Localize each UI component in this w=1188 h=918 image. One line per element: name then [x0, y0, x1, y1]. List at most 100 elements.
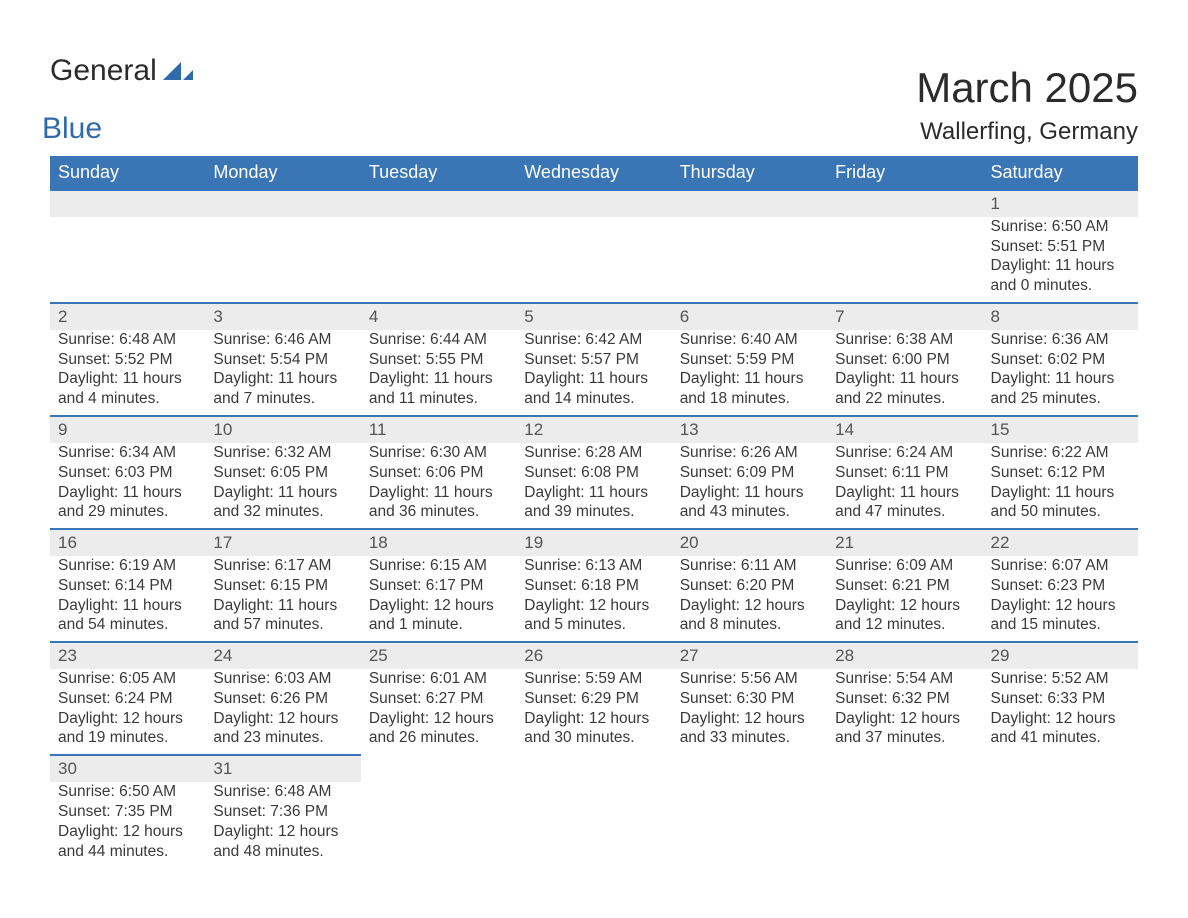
d1-text: Daylight: 11 hours [213, 596, 352, 616]
dayname-wed: Wednesday [516, 156, 671, 190]
d1-text: Daylight: 12 hours [369, 596, 508, 616]
sunrise-text: Sunrise: 6:09 AM [835, 556, 974, 576]
d1-text: Daylight: 11 hours [991, 483, 1130, 503]
sunset-text: Sunset: 6:00 PM [835, 350, 974, 370]
day-number [361, 755, 516, 782]
d1-text: Daylight: 11 hours [58, 369, 197, 389]
d2-text: and 15 minutes. [991, 615, 1130, 635]
sunset-text: Sunset: 6:11 PM [835, 463, 974, 483]
d2-text: and 0 minutes. [991, 276, 1130, 296]
sunrise-text: Sunrise: 6:11 AM [680, 556, 819, 576]
d2-text: and 1 minute. [369, 615, 508, 635]
d1-text: Daylight: 12 hours [369, 709, 508, 729]
d2-text: and 54 minutes. [58, 615, 197, 635]
day-number: 2 [50, 303, 205, 330]
day-cell [827, 217, 982, 303]
sunset-text: Sunset: 6:27 PM [369, 689, 508, 709]
day-number: 22 [983, 529, 1138, 556]
sunset-text: Sunset: 5:51 PM [991, 237, 1130, 257]
d2-text: and 8 minutes. [680, 615, 819, 635]
sunset-text: Sunset: 6:05 PM [213, 463, 352, 483]
sunrise-text: Sunrise: 6:46 AM [213, 330, 352, 350]
day-cell [672, 217, 827, 303]
d1-text: Daylight: 11 hours [58, 596, 197, 616]
day-cell: Sunrise: 6:01 AMSunset: 6:27 PMDaylight:… [361, 669, 516, 755]
d2-text: and 4 minutes. [58, 389, 197, 409]
sunset-text: Sunset: 6:18 PM [524, 576, 663, 596]
day-cell: Sunrise: 6:48 AMSunset: 5:52 PMDaylight:… [50, 330, 205, 416]
d2-text: and 7 minutes. [213, 389, 352, 409]
d1-text: Daylight: 11 hours [369, 369, 508, 389]
sunrise-text: Sunrise: 6:50 AM [58, 782, 197, 802]
day-cell: Sunrise: 6:26 AMSunset: 6:09 PMDaylight:… [672, 443, 827, 529]
dayname-thu: Thursday [672, 156, 827, 190]
day-cell: Sunrise: 6:50 AMSunset: 7:35 PMDaylight:… [50, 782, 205, 867]
day-number: 15 [983, 416, 1138, 443]
d1-text: Daylight: 12 hours [524, 596, 663, 616]
d2-text: and 50 minutes. [991, 502, 1130, 522]
day-number [50, 190, 205, 217]
day-cell: Sunrise: 5:56 AMSunset: 6:30 PMDaylight:… [672, 669, 827, 755]
brand-logo: General Blue [50, 50, 193, 146]
logo-word-1: General [50, 54, 157, 87]
sunrise-text: Sunrise: 5:59 AM [524, 669, 663, 689]
sunset-text: Sunset: 6:30 PM [680, 689, 819, 709]
day-number: 11 [361, 416, 516, 443]
day-cell [516, 217, 671, 303]
sunset-text: Sunset: 6:23 PM [991, 576, 1130, 596]
day-cell [983, 782, 1138, 867]
sunrise-text: Sunrise: 6:19 AM [58, 556, 197, 576]
sunset-text: Sunset: 5:54 PM [213, 350, 352, 370]
sunrise-text: Sunrise: 6:13 AM [524, 556, 663, 576]
d2-text: and 23 minutes. [213, 728, 352, 748]
day-cell [672, 782, 827, 867]
detail-row: Sunrise: 6:05 AMSunset: 6:24 PMDaylight:… [50, 669, 1138, 755]
day-number: 5 [516, 303, 671, 330]
day-number: 20 [672, 529, 827, 556]
day-number [672, 190, 827, 217]
detail-row: Sunrise: 6:50 AMSunset: 5:51 PMDaylight:… [50, 217, 1138, 303]
sunset-text: Sunset: 6:12 PM [991, 463, 1130, 483]
sunset-text: Sunset: 5:52 PM [58, 350, 197, 370]
day-number [205, 190, 360, 217]
sunset-text: Sunset: 6:24 PM [58, 689, 197, 709]
daynum-row: 2345678 [50, 303, 1138, 330]
d1-text: Daylight: 11 hours [680, 483, 819, 503]
sunrise-text: Sunrise: 6:42 AM [524, 330, 663, 350]
day-number: 25 [361, 642, 516, 669]
day-cell [361, 217, 516, 303]
d1-text: Daylight: 12 hours [213, 709, 352, 729]
day-number: 4 [361, 303, 516, 330]
location-label: Wallerfing, Germany [916, 118, 1138, 146]
d1-text: Daylight: 11 hours [835, 369, 974, 389]
d1-text: Daylight: 11 hours [524, 483, 663, 503]
day-cell [205, 217, 360, 303]
day-cell: Sunrise: 6:30 AMSunset: 6:06 PMDaylight:… [361, 443, 516, 529]
sunrise-text: Sunrise: 6:36 AM [991, 330, 1130, 350]
day-number: 3 [205, 303, 360, 330]
sunrise-text: Sunrise: 6:07 AM [991, 556, 1130, 576]
day-cell: Sunrise: 6:13 AMSunset: 6:18 PMDaylight:… [516, 556, 671, 642]
sunset-text: Sunset: 5:57 PM [524, 350, 663, 370]
day-cell: Sunrise: 6:05 AMSunset: 6:24 PMDaylight:… [50, 669, 205, 755]
day-number: 17 [205, 529, 360, 556]
title-block: March 2025 Wallerfing, Germany [916, 64, 1138, 146]
d1-text: Daylight: 11 hours [680, 369, 819, 389]
d2-text: and 25 minutes. [991, 389, 1130, 409]
sunrise-text: Sunrise: 6:17 AM [213, 556, 352, 576]
day-number: 7 [827, 303, 982, 330]
day-number [361, 190, 516, 217]
day-cell: Sunrise: 6:15 AMSunset: 6:17 PMDaylight:… [361, 556, 516, 642]
daynum-row: 9101112131415 [50, 416, 1138, 443]
sunrise-text: Sunrise: 6:38 AM [835, 330, 974, 350]
sunset-text: Sunset: 6:02 PM [991, 350, 1130, 370]
d2-text: and 43 minutes. [680, 502, 819, 522]
sunrise-text: Sunrise: 5:56 AM [680, 669, 819, 689]
d2-text: and 12 minutes. [835, 615, 974, 635]
d2-text: and 11 minutes. [369, 389, 508, 409]
d1-text: Daylight: 11 hours [991, 369, 1130, 389]
detail-row: Sunrise: 6:48 AMSunset: 5:52 PMDaylight:… [50, 330, 1138, 416]
sunrise-text: Sunrise: 6:30 AM [369, 443, 508, 463]
day-number: 29 [983, 642, 1138, 669]
d1-text: Daylight: 12 hours [524, 709, 663, 729]
